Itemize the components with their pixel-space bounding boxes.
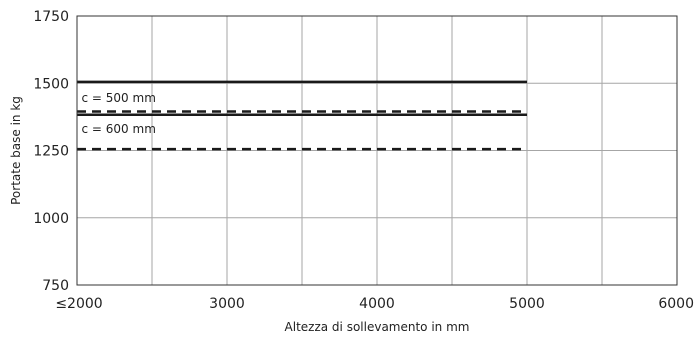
- y-axis-label: Portate base in kg: [9, 96, 23, 205]
- x-tick-label: ≤2000: [55, 296, 102, 312]
- plot-frame: [76, 15, 678, 286]
- x-tick-label: 4000: [359, 296, 395, 312]
- x-tick-label: 6000: [658, 296, 694, 312]
- x-tick-label: 5000: [509, 296, 545, 312]
- tick-labels: ≤2000 3000 4000 5000 6000 750 1000 1250 1500 1750: [33, 9, 694, 312]
- annotation-label: c = 600 mm: [82, 122, 156, 136]
- y-tick-label: 1750: [33, 9, 69, 25]
- y-tick-label: 750: [42, 278, 69, 294]
- y-tick-label: 1000: [33, 211, 69, 227]
- y-tick-label: 1500: [33, 76, 69, 92]
- annotations-group: c = 500 mm c = 600 mm: [82, 91, 156, 136]
- series-group: [77, 80, 527, 151]
- x-axis-label: Altezza di sollevamento in mm: [285, 320, 470, 334]
- x-tick-label: 3000: [209, 296, 245, 312]
- y-tick-label: 1250: [33, 144, 69, 160]
- grid: [77, 16, 677, 285]
- annotation-label: c = 500 mm: [82, 91, 156, 105]
